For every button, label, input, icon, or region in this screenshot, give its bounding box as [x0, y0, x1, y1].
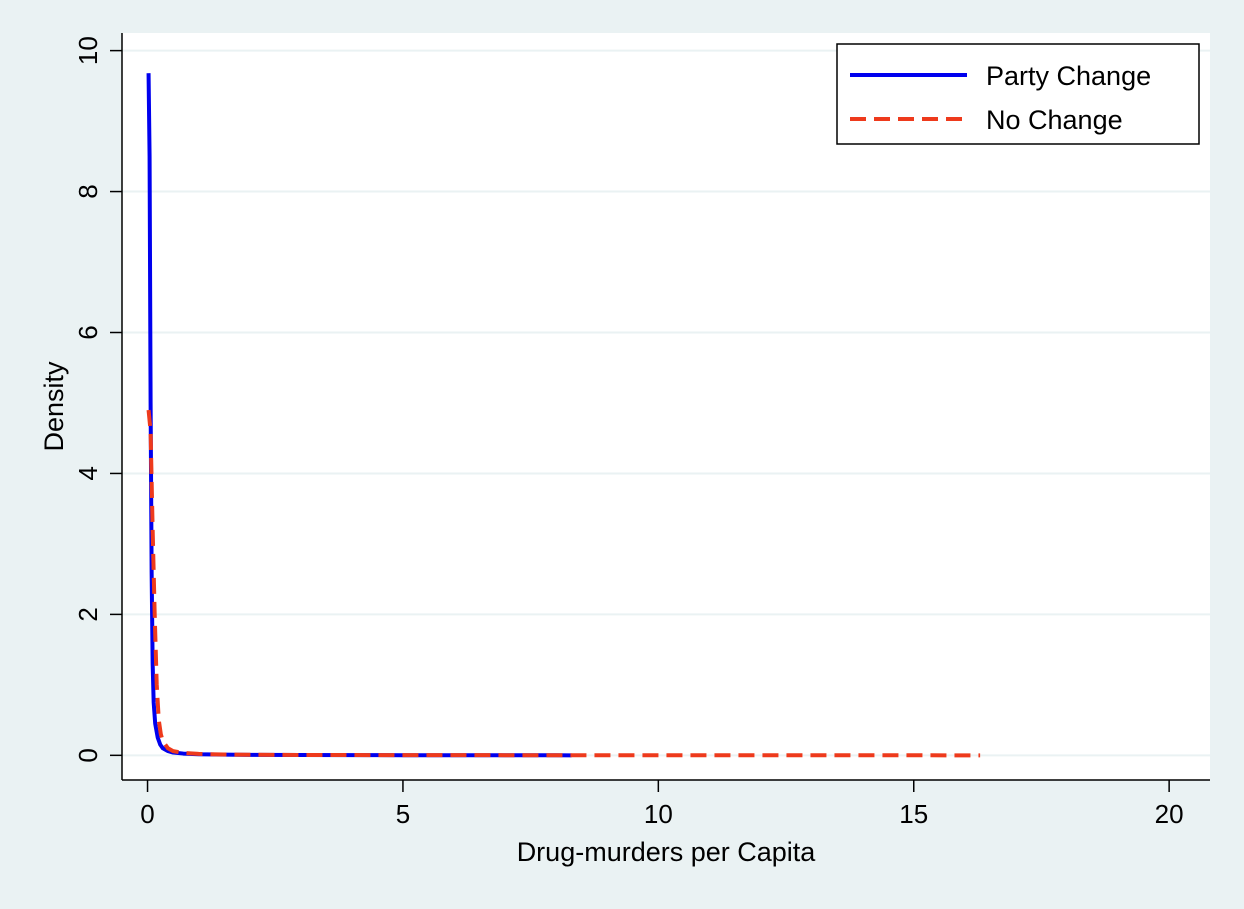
y-axis-title: Density [39, 361, 69, 452]
axes-layer: 0 2 4 6 8 10 0 5 10 15 20 [73, 33, 1210, 829]
y-tick-label-4: 8 [73, 184, 103, 198]
plot-background [122, 33, 1210, 780]
x-axis-title: Drug-murders per Capita [517, 837, 817, 867]
grid-layer [122, 33, 1210, 780]
x-tick-label-3: 15 [899, 799, 928, 829]
x-tick-label-0: 0 [140, 799, 154, 829]
x-tick-label-1: 5 [396, 799, 410, 829]
y-tick-label-1: 2 [73, 607, 103, 621]
x-tick-label-4: 20 [1155, 799, 1184, 829]
y-tick-label-2: 4 [73, 466, 103, 480]
x-tick-label-2: 10 [644, 799, 673, 829]
y-tick-label-5: 10 [73, 36, 103, 65]
legend: Party Change No Change [836, 43, 1200, 145]
legend-box [836, 43, 1200, 145]
y-tick-label-0: 0 [73, 748, 103, 762]
legend-label-1: No Change [986, 105, 1123, 135]
y-tick-label-3: 6 [73, 325, 103, 339]
series-layer [146, 73, 981, 758]
series-line-1 [146, 409, 981, 758]
legend-label-0: Party Change [986, 61, 1151, 91]
